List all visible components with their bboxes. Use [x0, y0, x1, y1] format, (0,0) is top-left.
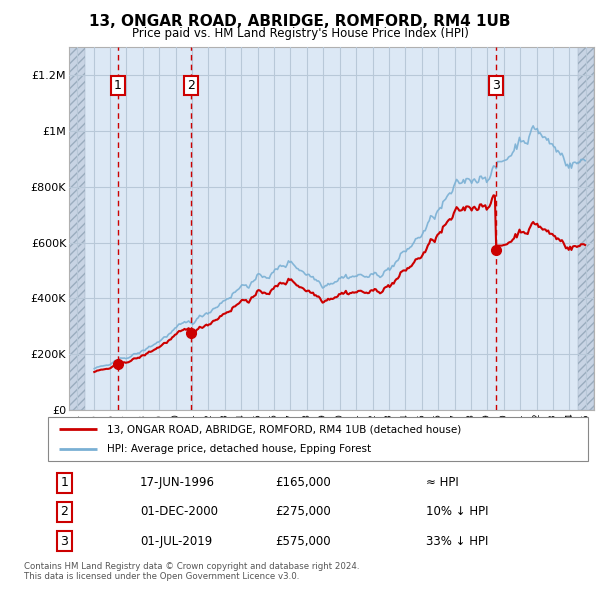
Text: 33% ↓ HPI: 33% ↓ HPI	[426, 535, 488, 548]
Text: 2: 2	[187, 79, 194, 92]
FancyBboxPatch shape	[48, 417, 588, 461]
Text: 10% ↓ HPI: 10% ↓ HPI	[426, 505, 488, 519]
Text: 3: 3	[60, 535, 68, 548]
Text: 17-JUN-1996: 17-JUN-1996	[140, 476, 215, 489]
Text: 1: 1	[113, 79, 121, 92]
Text: Contains HM Land Registry data © Crown copyright and database right 2024.
This d: Contains HM Land Registry data © Crown c…	[24, 562, 359, 581]
Text: 01-DEC-2000: 01-DEC-2000	[140, 505, 218, 519]
Bar	[69, 47, 85, 410]
Bar	[578, 47, 594, 410]
Text: £575,000: £575,000	[275, 535, 331, 548]
Text: 13, ONGAR ROAD, ABRIDGE, ROMFORD, RM4 1UB (detached house): 13, ONGAR ROAD, ABRIDGE, ROMFORD, RM4 1U…	[107, 424, 461, 434]
Text: 2: 2	[60, 505, 68, 519]
Text: ≈ HPI: ≈ HPI	[426, 476, 459, 489]
Text: 3: 3	[491, 79, 499, 92]
Text: 13, ONGAR ROAD, ABRIDGE, ROMFORD, RM4 1UB: 13, ONGAR ROAD, ABRIDGE, ROMFORD, RM4 1U…	[89, 14, 511, 29]
Text: Price paid vs. HM Land Registry's House Price Index (HPI): Price paid vs. HM Land Registry's House …	[131, 27, 469, 40]
Text: HPI: Average price, detached house, Epping Forest: HPI: Average price, detached house, Eppi…	[107, 444, 371, 454]
Text: £275,000: £275,000	[275, 505, 331, 519]
Text: 01-JUL-2019: 01-JUL-2019	[140, 535, 212, 548]
Text: £165,000: £165,000	[275, 476, 331, 489]
Text: 1: 1	[60, 476, 68, 489]
